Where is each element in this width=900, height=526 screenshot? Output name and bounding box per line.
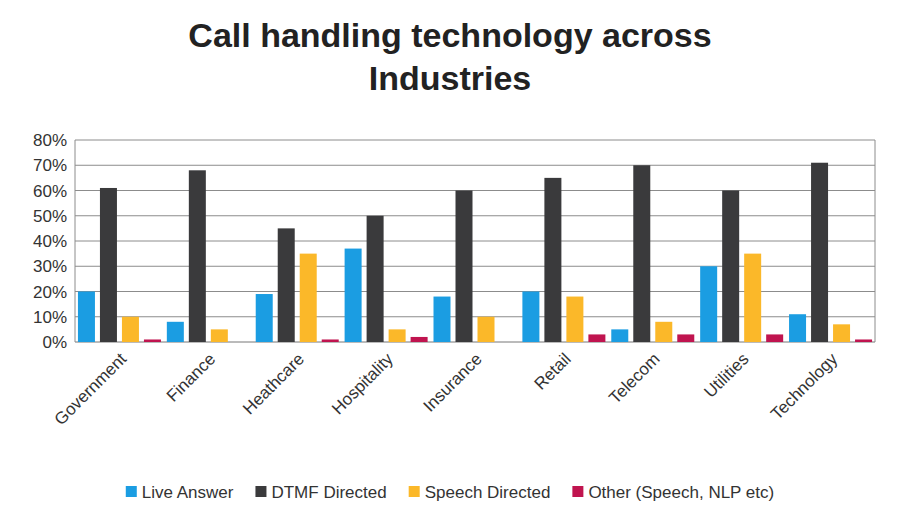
bar <box>766 334 783 342</box>
y-tick-label: 40% <box>33 232 67 251</box>
bar <box>345 249 362 342</box>
legend-label: Other (Speech, NLP etc) <box>588 483 774 502</box>
bar <box>78 292 95 343</box>
grid-line <box>75 140 875 141</box>
legend-label: DTMF Directed <box>271 483 386 502</box>
y-tick-label: 30% <box>33 257 67 276</box>
bar <box>434 297 451 342</box>
y-tick-label: 70% <box>33 156 67 175</box>
bar <box>677 334 694 342</box>
bar <box>322 339 339 342</box>
legend-swatch <box>255 486 266 497</box>
legend-swatch <box>572 486 583 497</box>
legend-label: Speech Directed <box>425 483 551 502</box>
bar <box>211 329 228 342</box>
legend-label: Live Answer <box>142 483 234 502</box>
bar <box>233 342 250 343</box>
bar <box>478 317 495 342</box>
bar <box>700 266 717 342</box>
bar <box>833 324 850 342</box>
title: Call handling technology acrossIndustrie… <box>188 16 711 97</box>
legend-swatch <box>126 486 137 497</box>
bar <box>144 339 161 342</box>
y-axis <box>75 140 76 342</box>
bar <box>500 342 517 343</box>
y-tick-label: 10% <box>33 308 67 327</box>
bar <box>456 191 473 343</box>
bar <box>522 292 539 343</box>
bar <box>855 339 872 342</box>
bar <box>300 254 317 342</box>
plot-frame <box>875 140 876 342</box>
x-tick-label: Retail <box>531 349 575 393</box>
x-tick-label: Heathcare <box>239 349 308 418</box>
legend-swatch <box>409 486 420 497</box>
bar <box>167 322 184 342</box>
bar <box>588 334 605 342</box>
bar <box>789 314 806 342</box>
bar <box>256 294 273 342</box>
bar <box>566 297 583 342</box>
x-tick-label: Telecom <box>605 349 663 407</box>
bar <box>367 216 384 342</box>
y-tick-label: 20% <box>33 283 67 302</box>
x-tick-label: Finance <box>163 349 219 405</box>
legend: Live Answer DTMF Directed Speech Directed O… <box>126 483 774 502</box>
y-tick-label: 0% <box>42 333 67 352</box>
x-tick-label: Hospitality <box>328 349 397 418</box>
grid-line <box>75 165 875 166</box>
bar <box>655 322 672 342</box>
x-tick-label: Technology <box>767 349 842 424</box>
bar <box>811 163 828 342</box>
chart: Call handling technology acrossIndustrie… <box>0 0 900 526</box>
bar <box>100 188 117 342</box>
x-tick-label: Utilities <box>700 349 752 401</box>
x-tick-label: Government <box>51 349 131 429</box>
bar <box>278 228 295 342</box>
bar <box>411 337 428 342</box>
bars <box>78 163 872 342</box>
bar <box>633 165 650 342</box>
bar <box>744 254 761 342</box>
bar <box>389 329 406 342</box>
y-tick-label: 60% <box>33 182 67 201</box>
y-tick-label: 80% <box>33 131 67 150</box>
bar <box>544 178 561 342</box>
y-tick-label: 50% <box>33 207 67 226</box>
x-tick-label: Insurance <box>420 349 486 415</box>
bar <box>611 329 628 342</box>
bar <box>189 170 206 342</box>
bar <box>122 317 139 342</box>
bar <box>722 191 739 343</box>
